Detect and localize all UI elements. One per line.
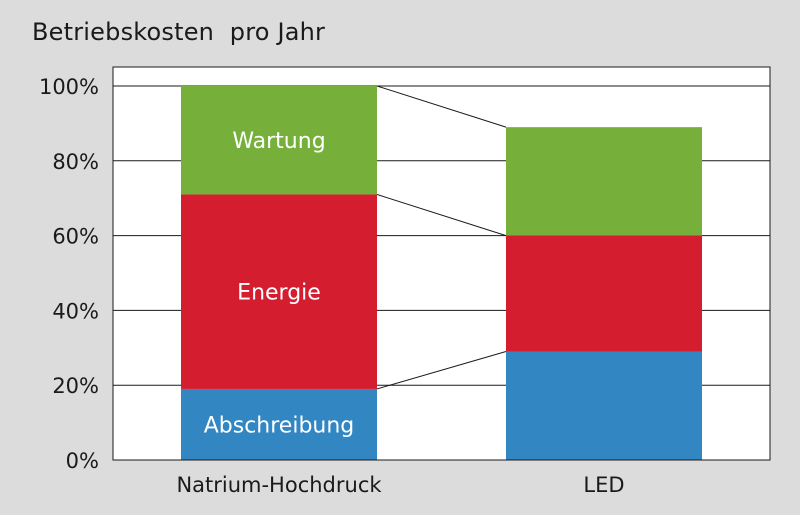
chart-title: Betriebskosten pro Jahr (32, 18, 326, 46)
y-tick-label: 60% (52, 225, 99, 249)
x-category-label: LED (583, 473, 624, 497)
y-tick-label: 20% (52, 374, 99, 398)
y-tick-label: 0% (66, 449, 99, 473)
x-category-label: Natrium-Hochdruck (176, 473, 382, 497)
y-tick-label: 80% (52, 150, 99, 174)
bar-segment-wartung (506, 127, 702, 236)
bar-segment-energie (181, 194, 377, 389)
segment-label: Abschreibung (204, 413, 355, 438)
bar-segment-abschreibung (506, 351, 702, 460)
connector-line (376, 351, 507, 390)
segment-label: Wartung (232, 129, 325, 154)
bar-segment-energie (506, 235, 702, 352)
bar-segment-abschreibung (181, 388, 377, 460)
bar-segment-wartung (181, 86, 377, 195)
y-tick-label: 100% (39, 75, 99, 99)
plot-frame (112, 66, 771, 461)
connector-line (376, 85, 507, 128)
connector-line (376, 193, 507, 237)
y-tick-label: 40% (52, 299, 99, 323)
segment-label: Energie (237, 281, 321, 306)
